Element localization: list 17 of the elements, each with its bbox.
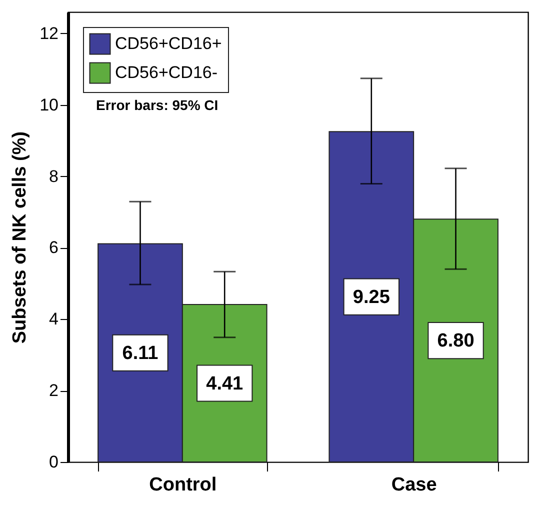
text: 9.25 [352,286,390,308]
y-tick-label: 12 [40,24,58,43]
annotation: Error bars: 95% CI [96,97,218,113]
legend-label: CD56+CD16+ [115,34,222,53]
y-tick-label: 0 [49,452,58,472]
y-tick-label: 4 [49,310,58,329]
text: 6.11 [122,342,158,364]
legend-label: CD56+CD16- [115,63,218,82]
text: 6.80 [437,330,474,352]
x-tick-label: Control [149,474,217,496]
y-tick-label: 2 [49,381,58,400]
y-tick-label: 10 [40,95,58,114]
x-tick-label: Case [391,474,437,496]
text: 4.41 [206,373,244,394]
y-tick-label: 8 [49,166,58,186]
y-tick-label: 6 [49,238,58,258]
y-axis-title: Subsets of NK cells (%) [10,131,31,344]
